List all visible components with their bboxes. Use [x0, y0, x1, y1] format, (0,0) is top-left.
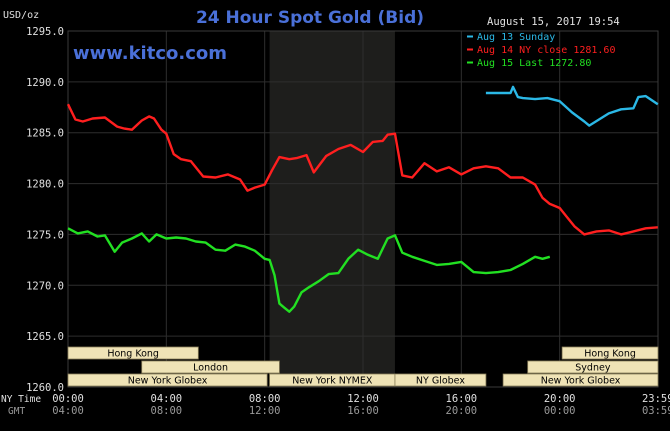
gridlines — [67, 30, 659, 388]
y-tick-label: 1265.0 — [26, 331, 64, 343]
gmt-label: GMT — [8, 406, 25, 417]
session-bar — [67, 346, 199, 360]
timestamp: August 15, 2017 19:54 — [487, 16, 620, 28]
session-bar — [502, 373, 659, 387]
nymex-highlight — [269, 31, 395, 387]
session-label: Hong Kong — [584, 349, 636, 360]
session-label: London — [193, 363, 228, 374]
x-tick-label-ny: 23:59 — [642, 393, 670, 405]
x-tick-label-ny: 16:00 — [446, 393, 478, 405]
session-label: Hong Kong — [107, 349, 159, 360]
x-tick-label-gmt: 16:00 — [347, 405, 379, 417]
ny-time-label: NY Time — [1, 394, 41, 405]
plot-border — [67, 30, 659, 388]
unit-label: USD/oz — [3, 10, 39, 21]
y-tick-label: 1275.0 — [26, 229, 64, 241]
chart-title: 24 Hour Spot Gold (Bid) — [196, 8, 424, 28]
y-tick-label: 1260.0 — [26, 382, 64, 394]
x-tick-label-ny: 20:00 — [544, 393, 576, 405]
legend-entry: Aug 15 Last 1272.80 — [477, 58, 591, 69]
series-line — [67, 227, 551, 313]
price-series — [66, 85, 659, 313]
session-bar — [141, 360, 280, 374]
session-label: New York Globex — [128, 376, 208, 387]
x-tick-label-ny: 00:00 — [52, 393, 84, 405]
series-line — [485, 85, 659, 127]
x-tick-label-gmt: 04:00 — [52, 405, 84, 417]
watermark-site: www.kitco.com — [73, 43, 227, 64]
legend-entry: Aug 13 Sunday — [477, 32, 555, 43]
series-line — [66, 103, 658, 236]
session-label: Sydney — [575, 363, 611, 374]
market-sessions: Hong Kong London New York Globex New York N… — [67, 346, 659, 387]
x-tick-label-gmt: 12:00 — [249, 405, 281, 417]
x-tick-label-gmt: 00:00 — [544, 405, 576, 417]
session-bar — [527, 360, 659, 374]
y-tick-label: 1285.0 — [26, 128, 64, 140]
y-tick-label: 1280.0 — [26, 179, 64, 191]
session-label: NY Globex — [416, 376, 465, 387]
x-tick-label-ny: 08:00 — [249, 393, 281, 405]
y-axis: 1295.0 1290.0 1285.0 1280.0 1275.0 1270.0 1265… — [26, 26, 64, 394]
x-tick-label-ny: 12:00 — [347, 393, 379, 405]
x-tick-label-gmt: 20:00 — [446, 405, 478, 417]
session-bar — [67, 373, 268, 387]
session-bar — [561, 346, 659, 360]
y-tick-label: 1295.0 — [26, 26, 64, 38]
legend-entry: Aug 14 NY close 1281.60 — [477, 45, 615, 56]
session-label: New York NYMEX — [292, 376, 373, 387]
x-tick-label-gmt: 03:59 — [642, 405, 670, 417]
session-bar — [394, 373, 487, 387]
y-tick-label: 1270.0 — [26, 280, 64, 292]
x-tick-label-gmt: 08:00 — [151, 405, 183, 417]
y-tick-label: 1290.0 — [26, 77, 64, 89]
legend: Aug 13 Sunday Aug 14 NY close 1281.60 Aug … — [467, 32, 615, 69]
x-tick-label-ny: 04:00 — [151, 393, 183, 405]
session-label: New York Globex — [541, 376, 621, 387]
